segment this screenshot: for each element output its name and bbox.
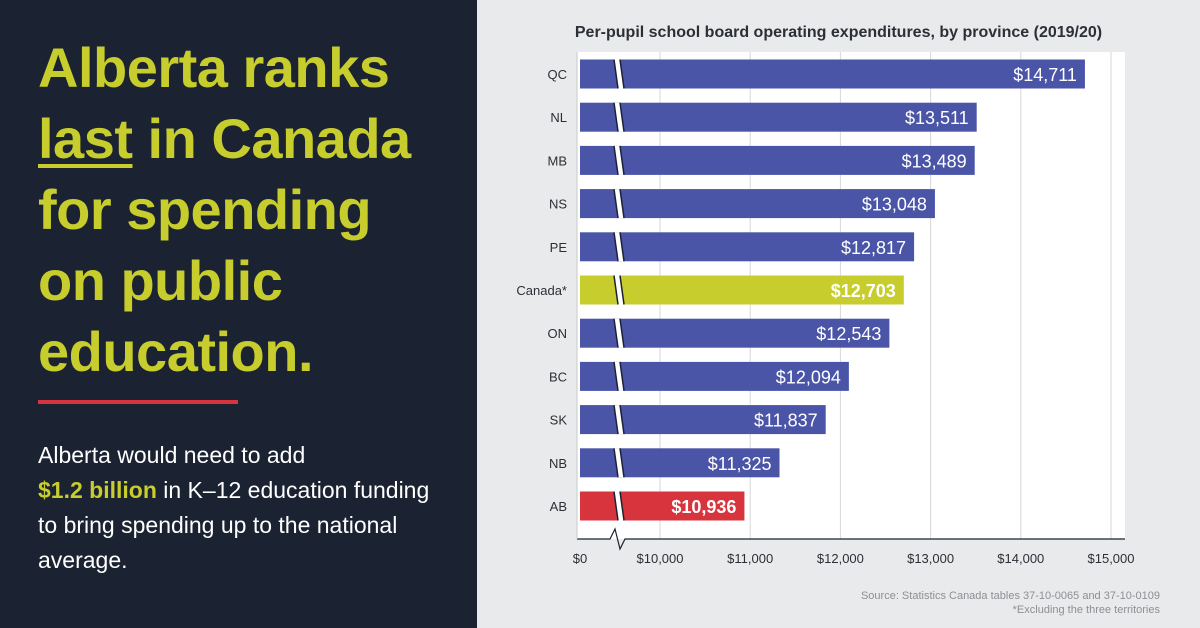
category-label-8: SK <box>550 413 568 428</box>
category-label-2: MB <box>548 153 568 168</box>
headline-line-1: Alberta ranks <box>38 36 390 99</box>
bar-3 <box>580 189 935 219</box>
x-tick-label-2: $11,000 <box>727 551 773 566</box>
bar-2 <box>580 145 975 175</box>
value-label-1: $13,511 <box>905 108 969 128</box>
red-divider <box>38 400 238 404</box>
bar-break-7 <box>614 361 624 391</box>
headline-line-4: on public <box>38 249 283 312</box>
category-label-1: NL <box>550 110 567 125</box>
bar-break-5 <box>614 275 624 305</box>
bar-9 <box>580 448 780 478</box>
bar-break-0 <box>614 59 624 89</box>
body-text: Alberta would need to add $1.2 billion in… <box>38 438 438 578</box>
x-tick-label-3: $12,000 <box>817 551 864 566</box>
bar-break-line-b-0 <box>619 59 625 89</box>
value-label-3: $13,048 <box>862 195 927 215</box>
bar-break-line-a-3 <box>613 188 619 219</box>
bar-break-9 <box>614 448 624 478</box>
value-label-4: $12,817 <box>841 238 906 258</box>
category-label-0: QC <box>548 67 568 82</box>
bar-break-line-a-9 <box>613 448 619 478</box>
x-axis-line <box>577 527 1125 551</box>
value-label-6: $12,543 <box>816 324 881 344</box>
bar-4 <box>580 232 915 262</box>
bar-break-line-b-9 <box>619 448 625 478</box>
category-label-9: NB <box>549 456 567 471</box>
category-label-3: NS <box>549 197 567 212</box>
value-label-7: $12,094 <box>776 367 841 387</box>
bar-break-6 <box>614 318 624 348</box>
bar-7 <box>580 361 849 391</box>
body-text-rest: in K–12 education funding to bring spend… <box>38 477 430 573</box>
headline: Alberta ranks last in Canada for spending o… <box>38 32 458 387</box>
bar-break-3 <box>614 189 624 219</box>
headline-line-5: education. <box>38 320 314 383</box>
bar-break-1 <box>614 102 624 132</box>
headline-line-2: in Canada <box>132 107 412 170</box>
chart-title: Per-pupil school board operating expendi… <box>574 24 1103 41</box>
bar-break-line-b-4 <box>619 232 625 262</box>
bar-break-line-b-6 <box>619 318 625 348</box>
bar-break-line-b-8 <box>619 404 625 435</box>
bar-break-line-b-2 <box>619 145 625 176</box>
headline-line-3: for spending <box>38 178 372 241</box>
value-label-9: $11,325 <box>708 454 772 474</box>
bar-break-line-a-4 <box>613 232 619 262</box>
bar-break-line-b-3 <box>619 188 625 219</box>
bar-break-10 <box>614 491 624 521</box>
value-label-8: $11,837 <box>754 411 818 431</box>
source-text: Source: Statistics Canada tables 37-10-0… <box>860 590 1160 602</box>
value-label-10: $10,936 <box>671 497 736 517</box>
bar-break-line-a-0 <box>613 59 619 89</box>
headline-emphasis-last: last <box>38 107 133 170</box>
value-label-0: $14,711 <box>1013 65 1077 85</box>
bar-break-line-a-8 <box>613 404 619 435</box>
funding-amount: $1.2 billion <box>38 477 157 503</box>
bar-break-line-a-2 <box>613 145 619 176</box>
bar-break-2 <box>614 145 624 175</box>
bar-break-line-a-6 <box>613 318 619 348</box>
bar-0 <box>580 59 1085 89</box>
bar-break-line-b-10 <box>619 491 625 521</box>
bar-break-line-b-1 <box>619 102 625 132</box>
bar-break-line-a-5 <box>613 275 619 305</box>
category-label-4: PE <box>550 240 568 255</box>
category-label-10: AB <box>550 499 567 514</box>
x-tick-label-6: $15,000 <box>1088 551 1135 566</box>
bar-10 <box>580 491 745 521</box>
bar-6 <box>580 318 890 348</box>
bar-break-8 <box>614 405 624 435</box>
category-label-5: Canada* <box>516 283 567 298</box>
category-label-7: BC <box>549 369 567 384</box>
bar-break-line-b-5 <box>619 275 625 305</box>
bar-break-line-a-7 <box>613 361 619 392</box>
value-label-5: $12,703 <box>831 281 896 301</box>
x-tick-label-1: $10,000 <box>637 551 684 566</box>
bar-break-line-b-7 <box>619 361 625 392</box>
bar-5 <box>580 275 904 305</box>
bar-1 <box>580 102 977 132</box>
source-note: Source: Statistics Canada tables 37-10-0… <box>861 589 1160 617</box>
value-label-2: $13,489 <box>902 151 967 171</box>
bar-break-4 <box>614 232 624 262</box>
body-text-intro: Alberta would need to add <box>38 442 306 468</box>
bar-break-line-a-1 <box>613 102 619 132</box>
left-panel <box>0 0 477 628</box>
x-tick-label-5: $14,000 <box>997 551 1044 566</box>
bar-chart: QC $14,711 NL $13,511 MB $13,489 NS $13,048 PE $1… <box>516 52 1135 566</box>
x-tick-label-4: $13,000 <box>907 551 954 566</box>
bar-break-line-a-10 <box>613 491 619 521</box>
category-label-6: ON <box>548 326 568 341</box>
x-tick-label-0: $0 <box>573 551 587 566</box>
footnote-text: *Excluding the three territories <box>1012 604 1160 616</box>
